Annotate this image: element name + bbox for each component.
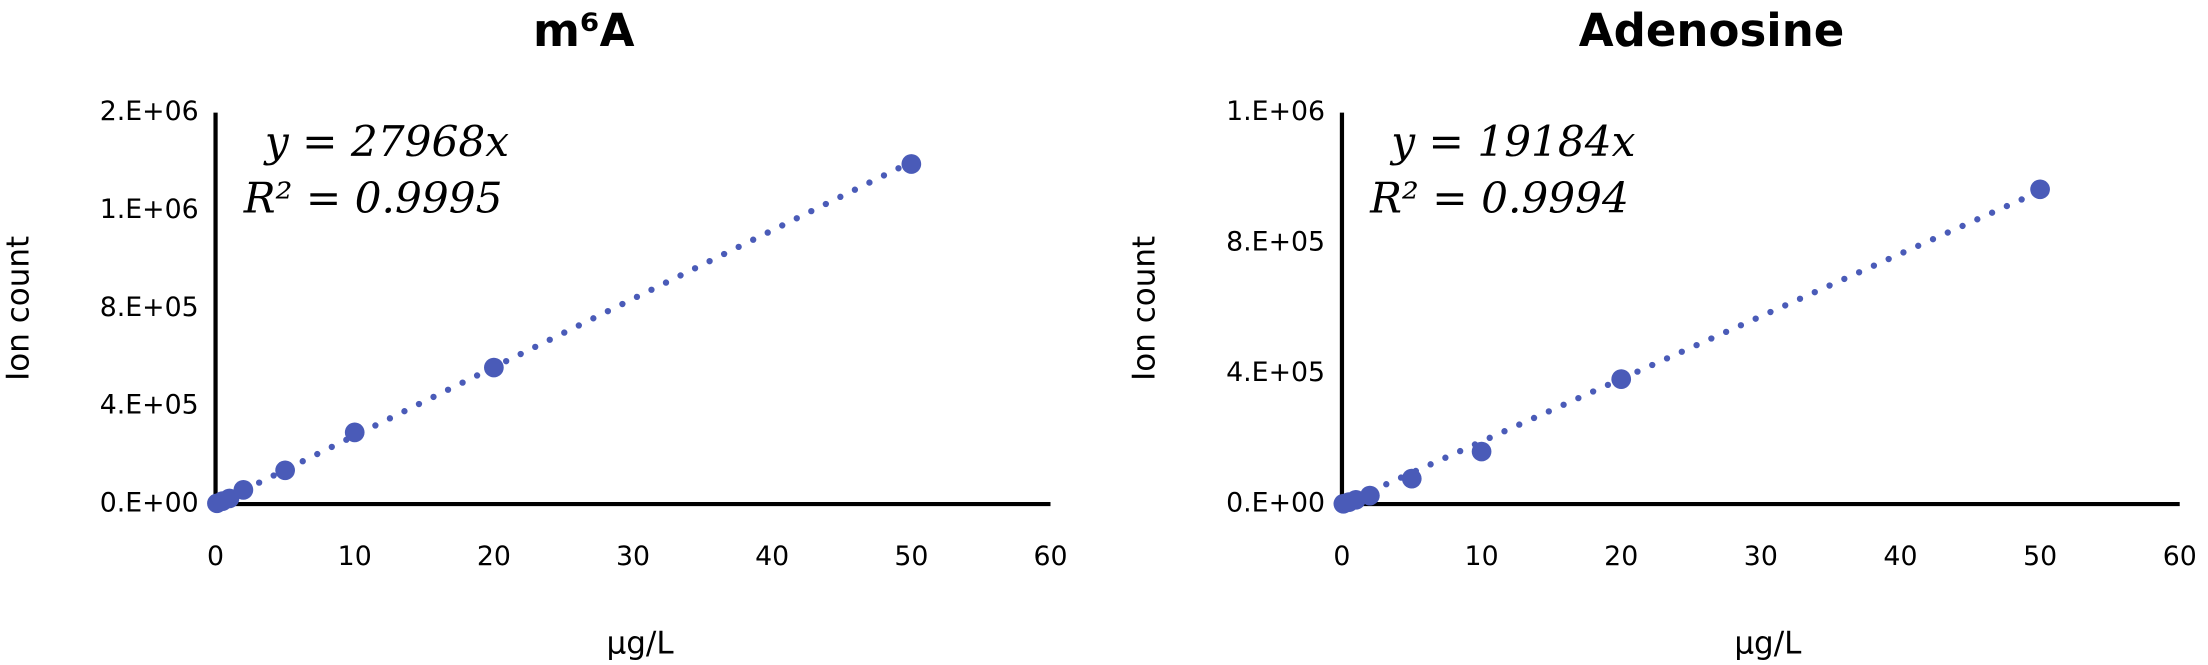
- data-point: [484, 357, 504, 378]
- y-axis-title: Ion count: [1127, 236, 1163, 381]
- y-tick-label: 4.E+05: [1226, 357, 1325, 388]
- y-tick-label: 8.E+05: [100, 292, 199, 323]
- x-tick-label: 20: [1604, 541, 1638, 572]
- y-tick-label: 0.E+00: [1226, 488, 1325, 519]
- x-tick-label: 10: [1465, 541, 1499, 572]
- r-squared: R² = 0.9995: [243, 173, 503, 222]
- y-tick-label: 0.E+00: [100, 488, 199, 519]
- x-tick-label: 60: [1033, 541, 1067, 572]
- data-point: [2030, 179, 2050, 200]
- data-point: [901, 154, 922, 174]
- y-tick-label: 4.E+05: [100, 390, 199, 421]
- trendline-equation: y = 19184x: [1389, 117, 1635, 166]
- y-axis-title: Ion count: [0, 236, 36, 381]
- y-tick-label: 1.E+06: [1226, 96, 1325, 127]
- data-point: [1471, 441, 1492, 462]
- data-point: [1401, 468, 1422, 489]
- data-point: [233, 480, 254, 500]
- x-tick-label: 10: [338, 541, 372, 572]
- y-tick-label: 8.E+05: [1226, 227, 1325, 258]
- trendline-equation: y = 27968x: [263, 117, 509, 166]
- data-point: [1611, 369, 1632, 389]
- trendline: [1338, 188, 2044, 508]
- data-point: [344, 422, 365, 443]
- data-point: [275, 460, 295, 481]
- chart-title: Adenosine: [1579, 4, 1845, 57]
- y-tick-label: 2.E+06: [100, 96, 199, 127]
- x-axis-title: μg/L: [1734, 625, 1802, 661]
- y-tick-label: 1.E+06: [100, 194, 199, 225]
- x-tick-label: 60: [2163, 541, 2197, 572]
- x-tick-label: 0: [1333, 541, 1350, 572]
- x-tick-label: 20: [477, 541, 511, 572]
- x-tick-label: 30: [616, 541, 650, 572]
- r-squared: R² = 0.9994: [1369, 173, 1629, 222]
- x-tick-label: 40: [755, 541, 789, 572]
- x-tick-label: 0: [207, 541, 224, 572]
- x-axis-title: μg/L: [607, 625, 675, 661]
- data-point: [1360, 485, 1380, 506]
- x-tick-label: 40: [1883, 541, 1917, 572]
- x-tick-label: 30: [1744, 541, 1778, 572]
- x-tick-label: 50: [2023, 541, 2057, 572]
- trendline: [212, 158, 915, 508]
- chart-title: m⁶A: [533, 4, 635, 57]
- x-tick-label: 50: [894, 541, 928, 572]
